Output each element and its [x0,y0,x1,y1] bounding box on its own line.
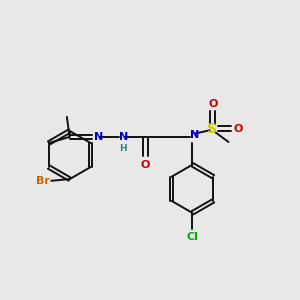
Text: N: N [190,130,200,140]
Text: O: O [233,124,243,134]
Text: S: S [208,122,218,136]
Text: Br: Br [36,176,50,186]
Text: N: N [94,132,104,142]
Text: O: O [141,160,150,170]
Text: Cl: Cl [186,232,198,242]
Text: H: H [119,144,127,153]
Text: O: O [208,98,218,109]
Text: N: N [119,132,129,142]
